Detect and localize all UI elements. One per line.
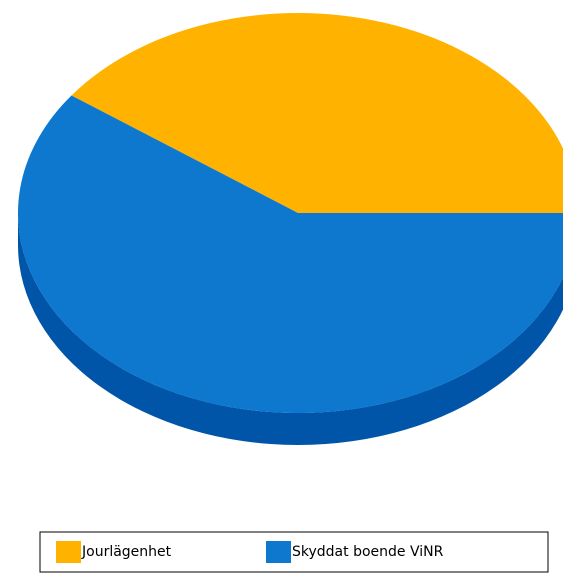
legend-swatch bbox=[266, 541, 291, 563]
legend-box bbox=[39, 531, 549, 573]
slice bbox=[18, 95, 563, 413]
legend-label: Skyddat boende ViNR bbox=[292, 544, 444, 560]
legend: Jourlägenhet Skyddat boende ViNR bbox=[56, 541, 444, 563]
slice bbox=[71, 13, 563, 213]
legend-swatch bbox=[56, 541, 81, 563]
pie bbox=[18, 13, 563, 445]
slice-side bbox=[18, 213, 563, 445]
legend-label: Jourlägenhet bbox=[81, 544, 172, 560]
